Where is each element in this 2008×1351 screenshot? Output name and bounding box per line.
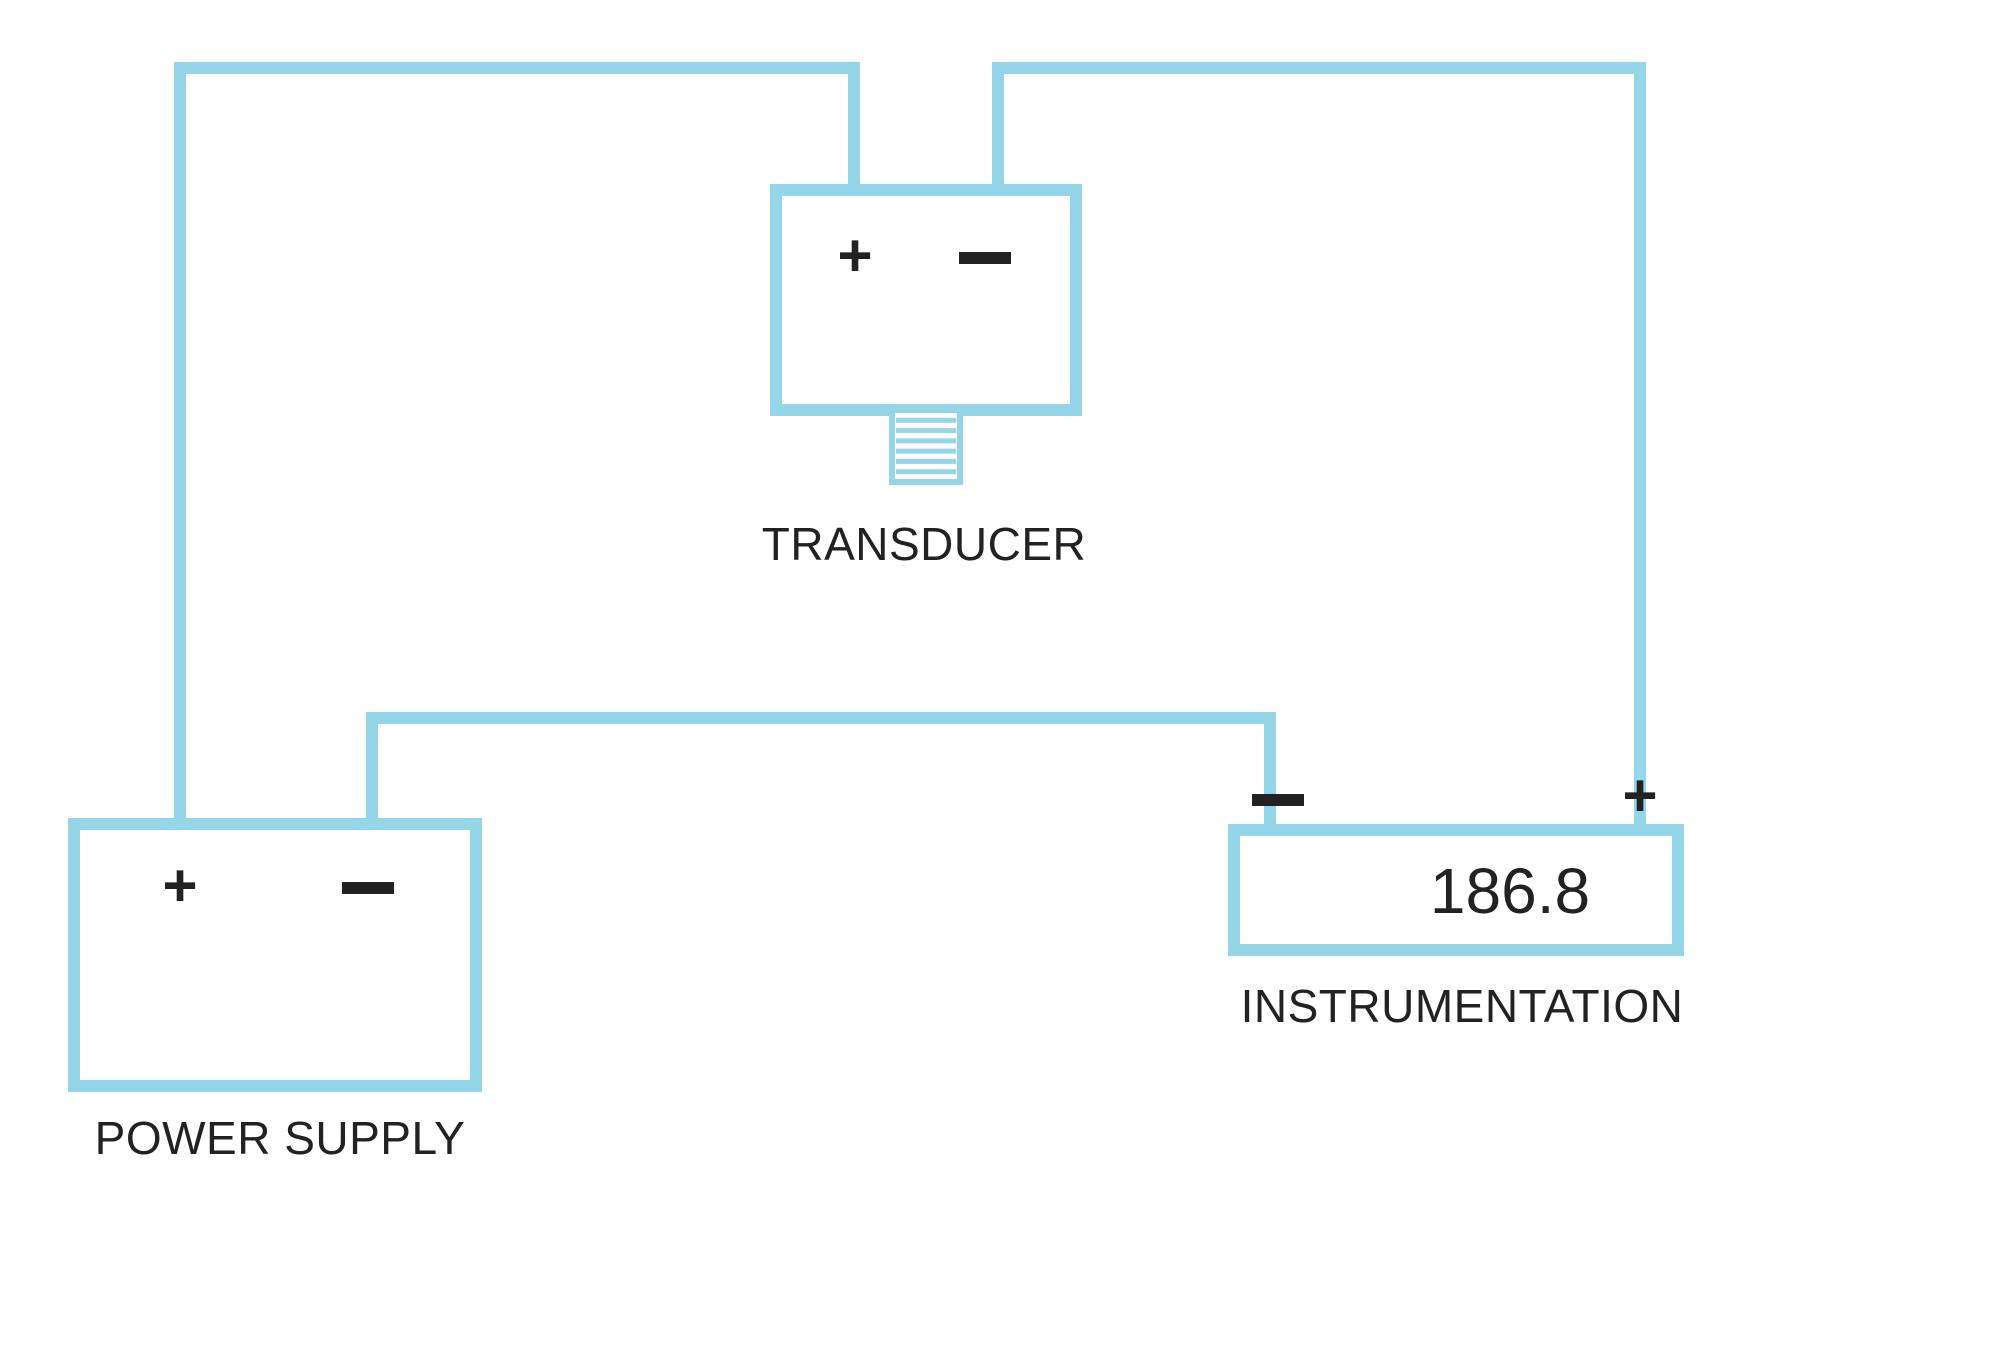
power-supply-box xyxy=(74,824,476,1086)
transducer-minus-icon xyxy=(959,252,1011,264)
power-supply-plus-icon: + xyxy=(162,852,197,919)
instrumentation-label: INSTRUMENTATION xyxy=(1241,980,1684,1032)
transducer-box xyxy=(776,190,1076,410)
power-supply-label: POWER SUPPLY xyxy=(95,1112,466,1164)
transducer-plus-icon: + xyxy=(837,222,872,289)
instrumentation-readout: 186.8 xyxy=(1430,855,1590,927)
instrumentation-minus-icon xyxy=(1252,794,1304,806)
transducer-connector xyxy=(892,410,960,482)
transducer-label: TRANSDUCER xyxy=(762,518,1086,570)
power-supply-minus-icon xyxy=(342,882,394,894)
instrumentation-plus-icon: + xyxy=(1622,762,1657,829)
